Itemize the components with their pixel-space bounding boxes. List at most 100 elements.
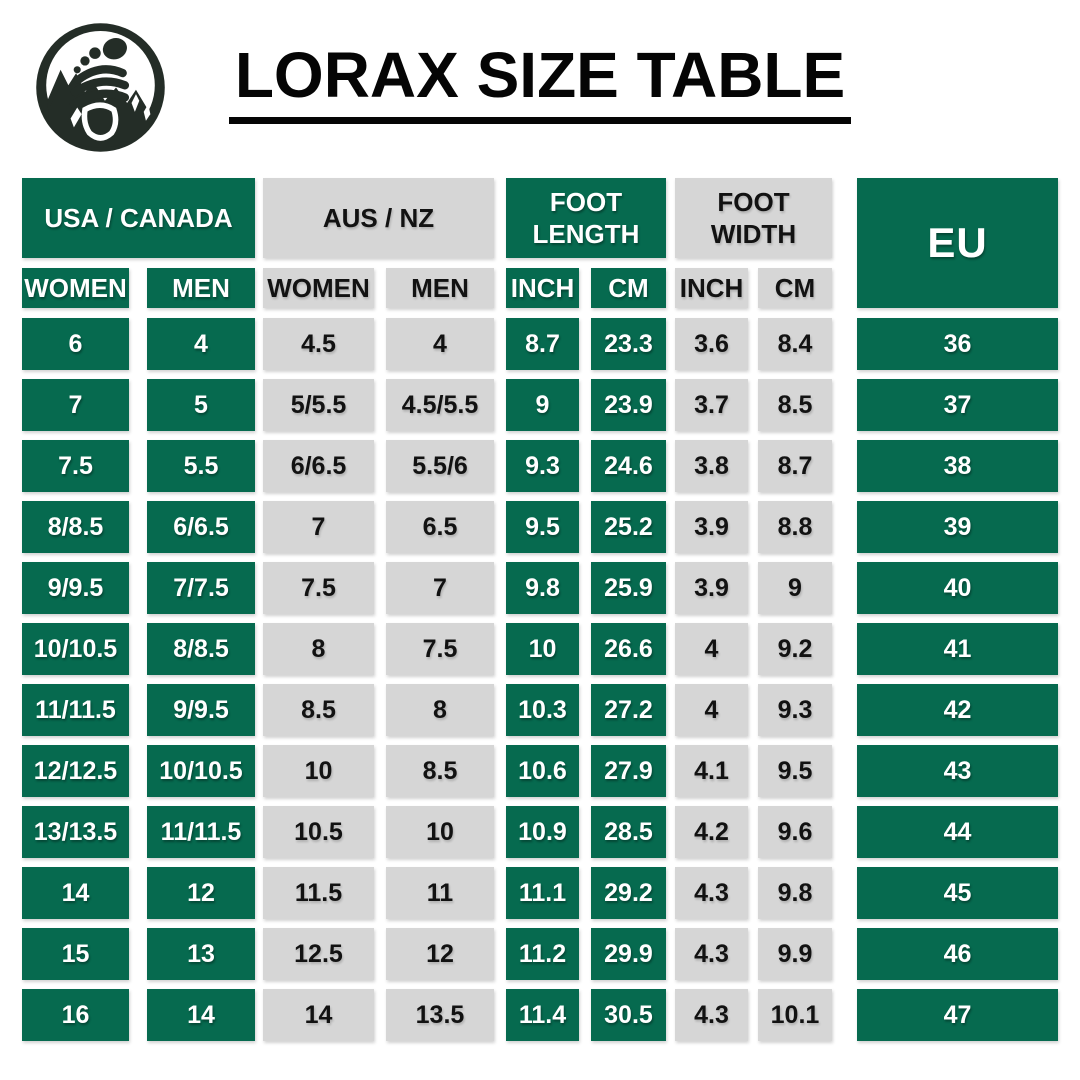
cell-eu: 41 bbox=[857, 623, 1058, 675]
cell-length-inch: 11.1 bbox=[506, 867, 579, 919]
cell-aus-men: 11 bbox=[386, 867, 494, 919]
cell-usa-men: 5.5 bbox=[147, 440, 255, 492]
cell-usa-men: 7/7.5 bbox=[147, 562, 255, 614]
cell-eu: 38 bbox=[857, 440, 1058, 492]
cell-aus-women: 8 bbox=[263, 623, 374, 675]
cell-length-cm: 23.9 bbox=[591, 379, 666, 431]
cell-width-inch: 3.6 bbox=[675, 318, 748, 370]
cell-length-cm: 29.2 bbox=[591, 867, 666, 919]
cell-aus-men: 6.5 bbox=[386, 501, 494, 553]
cell-eu: 39 bbox=[857, 501, 1058, 553]
cell-aus-women: 12.5 bbox=[263, 928, 374, 980]
cell-width-cm: 10.1 bbox=[758, 989, 832, 1041]
cell-length-cm: 30.5 bbox=[591, 989, 666, 1041]
size-table: USA / CANADA AUS / NZ FOOT LENGTH FOOT W… bbox=[22, 178, 1058, 1050]
cell-length-cm: 25.2 bbox=[591, 501, 666, 553]
subheader-length-inch: INCH bbox=[506, 268, 579, 308]
cell-width-inch: 4.3 bbox=[675, 867, 748, 919]
cell-width-inch: 4.3 bbox=[675, 989, 748, 1041]
cell-eu: 43 bbox=[857, 745, 1058, 797]
subheader-length-cm: CM bbox=[591, 268, 666, 308]
cell-width-cm: 9.3 bbox=[758, 684, 832, 736]
cell-length-cm: 27.2 bbox=[591, 684, 666, 736]
table-row: 13/13.5 11/11.5 10.5 10 10.9 28.5 4.2 9.6 44 bbox=[22, 806, 1058, 858]
cell-length-cm: 25.9 bbox=[591, 562, 666, 614]
header-eu: EU bbox=[857, 178, 1058, 308]
cell-eu: 40 bbox=[857, 562, 1058, 614]
table-body: 6 4 4.5 4 8.7 23.3 3.6 8.4 36 7 5 5/5.5 4.5/5.5 9 23.9… bbox=[22, 318, 1058, 1041]
cell-length-inch: 11.2 bbox=[506, 928, 579, 980]
cell-length-cm: 28.5 bbox=[591, 806, 666, 858]
cell-width-inch: 4 bbox=[675, 623, 748, 675]
cell-width-inch: 3.7 bbox=[675, 379, 748, 431]
cell-usa-women: 11/11.5 bbox=[22, 684, 129, 736]
cell-usa-men: 8/8.5 bbox=[147, 623, 255, 675]
cell-length-cm: 26.6 bbox=[591, 623, 666, 675]
subheader-usa-men: MEN bbox=[147, 268, 255, 308]
cell-width-cm: 9.6 bbox=[758, 806, 832, 858]
header-foot-length: FOOT LENGTH bbox=[506, 178, 666, 258]
subheader-width-inch: INCH bbox=[675, 268, 748, 308]
subheader-width-cm: CM bbox=[758, 268, 832, 308]
cell-aus-women: 10 bbox=[263, 745, 374, 797]
cell-aus-men: 4 bbox=[386, 318, 494, 370]
cell-usa-men: 5 bbox=[147, 379, 255, 431]
cell-usa-men: 11/11.5 bbox=[147, 806, 255, 858]
cell-length-cm: 27.9 bbox=[591, 745, 666, 797]
cell-usa-men: 10/10.5 bbox=[147, 745, 255, 797]
cell-eu: 44 bbox=[857, 806, 1058, 858]
cell-usa-men: 13 bbox=[147, 928, 255, 980]
cell-aus-women: 5/5.5 bbox=[263, 379, 374, 431]
header-usa-canada: USA / CANADA bbox=[22, 178, 255, 258]
cell-length-inch: 11.4 bbox=[506, 989, 579, 1041]
cell-usa-women: 15 bbox=[22, 928, 129, 980]
table-row: 7 5 5/5.5 4.5/5.5 9 23.9 3.7 8.5 37 bbox=[22, 379, 1058, 431]
cell-length-cm: 23.3 bbox=[591, 318, 666, 370]
cell-usa-women: 8/8.5 bbox=[22, 501, 129, 553]
cell-usa-women: 7.5 bbox=[22, 440, 129, 492]
cell-length-inch: 10.6 bbox=[506, 745, 579, 797]
cell-aus-women: 10.5 bbox=[263, 806, 374, 858]
cell-width-cm: 9.9 bbox=[758, 928, 832, 980]
cell-aus-men: 13.5 bbox=[386, 989, 494, 1041]
subheader-usa-women: WOMEN bbox=[22, 268, 129, 308]
cell-aus-men: 8.5 bbox=[386, 745, 494, 797]
cell-aus-men: 7.5 bbox=[386, 623, 494, 675]
cell-aus-women: 11.5 bbox=[263, 867, 374, 919]
cell-width-inch: 4.1 bbox=[675, 745, 748, 797]
cell-eu: 36 bbox=[857, 318, 1058, 370]
cell-width-inch: 3.9 bbox=[675, 562, 748, 614]
table-row: 8/8.5 6/6.5 7 6.5 9.5 25.2 3.9 8.8 39 bbox=[22, 501, 1058, 553]
cell-eu: 46 bbox=[857, 928, 1058, 980]
cell-length-inch: 9.8 bbox=[506, 562, 579, 614]
table-row: 9/9.5 7/7.5 7.5 7 9.8 25.9 3.9 9 40 bbox=[22, 562, 1058, 614]
cell-usa-women: 6 bbox=[22, 318, 129, 370]
table-row: 14 12 11.5 11 11.1 29.2 4.3 9.8 45 bbox=[22, 867, 1058, 919]
page-title: LORAX SIZE TABLE bbox=[228, 41, 852, 125]
cell-usa-women: 10/10.5 bbox=[22, 623, 129, 675]
table-row: 6 4 4.5 4 8.7 23.3 3.6 8.4 36 bbox=[22, 318, 1058, 370]
table-row: 7.5 5.5 6/6.5 5.5/6 9.3 24.6 3.8 8.7 38 bbox=[22, 440, 1058, 492]
cell-length-cm: 29.9 bbox=[591, 928, 666, 980]
cell-usa-men: 9/9.5 bbox=[147, 684, 255, 736]
cell-aus-women: 7 bbox=[263, 501, 374, 553]
cell-width-inch: 4.3 bbox=[675, 928, 748, 980]
cell-aus-women: 7.5 bbox=[263, 562, 374, 614]
cell-length-cm: 24.6 bbox=[591, 440, 666, 492]
cell-eu: 45 bbox=[857, 867, 1058, 919]
cell-aus-women: 4.5 bbox=[263, 318, 374, 370]
cell-eu: 42 bbox=[857, 684, 1058, 736]
table-row: 12/12.5 10/10.5 10 8.5 10.6 27.9 4.1 9.5 43 bbox=[22, 745, 1058, 797]
cell-width-cm: 9.8 bbox=[758, 867, 832, 919]
cell-usa-women: 7 bbox=[22, 379, 129, 431]
cell-eu: 47 bbox=[857, 989, 1058, 1041]
cell-width-cm: 9.2 bbox=[758, 623, 832, 675]
cell-length-inch: 10.9 bbox=[506, 806, 579, 858]
table-row: 10/10.5 8/8.5 8 7.5 10 26.6 4 9.2 41 bbox=[22, 623, 1058, 675]
cell-aus-women: 8.5 bbox=[263, 684, 374, 736]
cell-width-cm: 8.7 bbox=[758, 440, 832, 492]
header: LORAX SIZE TABLE bbox=[0, 41, 1080, 125]
cell-aus-men: 10 bbox=[386, 806, 494, 858]
cell-length-inch: 10.3 bbox=[506, 684, 579, 736]
